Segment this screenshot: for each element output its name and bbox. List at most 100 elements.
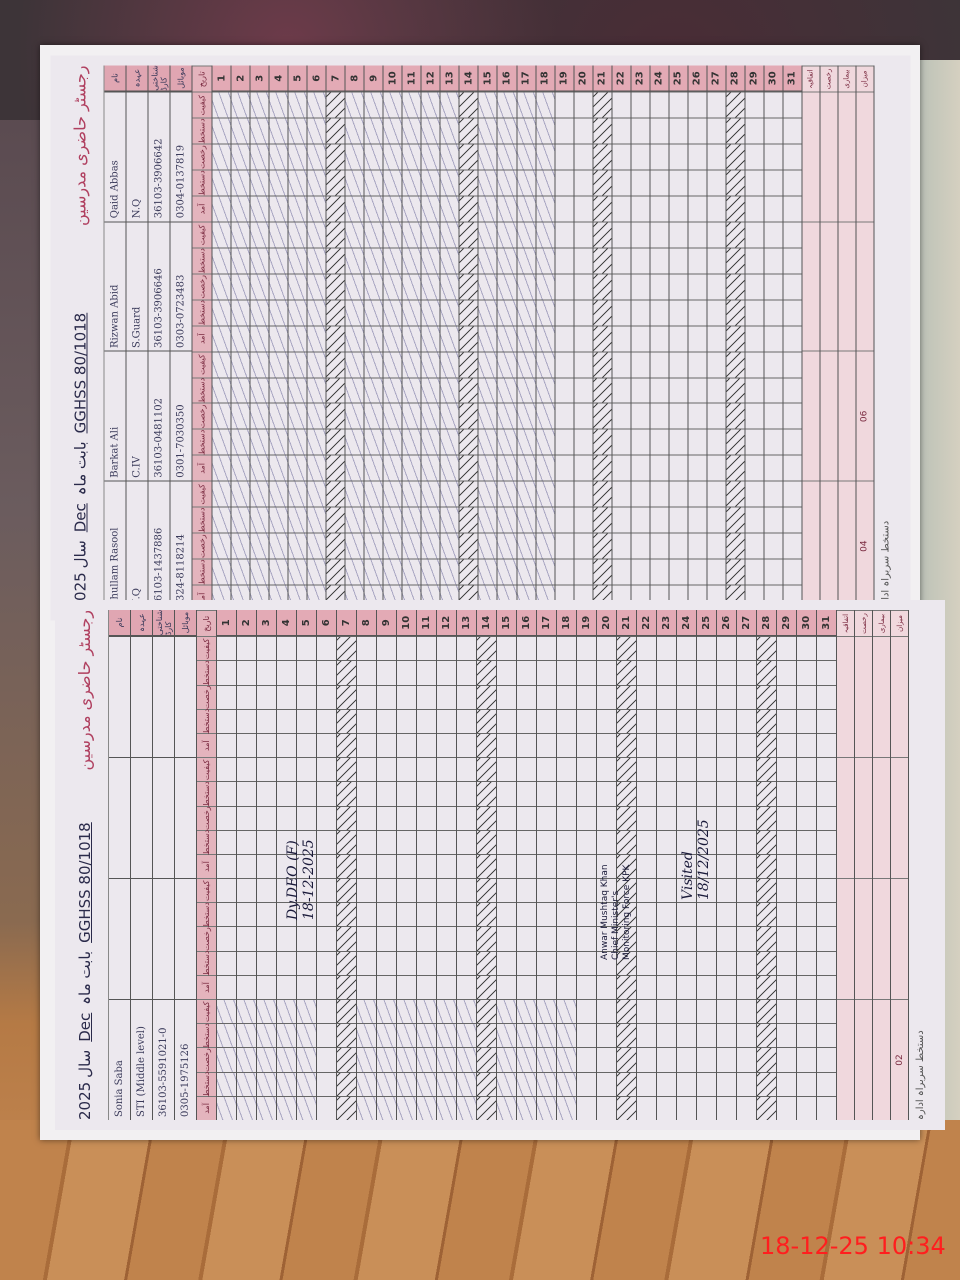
attendance-cell (797, 636, 816, 661)
attendance-cell (657, 926, 676, 951)
attendance-cell (617, 708, 636, 733)
attendance-cell (307, 169, 326, 196)
attendance-cell (697, 708, 716, 733)
attendance-cell (317, 684, 336, 709)
column-header: آمد (197, 974, 216, 1000)
attendance-cell (250, 480, 269, 507)
attendance-cell (437, 926, 456, 951)
day-number: 9 (364, 65, 383, 92)
day-row: 22 (611, 65, 631, 611)
attendance-cell (649, 325, 668, 352)
official-stamp: Anwar Mushtaq Khan Chief Minister's Moni… (600, 864, 633, 960)
attendance-cell (649, 428, 668, 455)
attendance-cell (402, 169, 421, 196)
attendance-cell (557, 950, 576, 975)
attendance-cell (777, 660, 796, 685)
attendance-cell (397, 926, 416, 951)
attendance-cell (597, 660, 616, 685)
attendance-cell (337, 1071, 356, 1096)
summary-row: رخصت (819, 65, 838, 611)
attendance-cell (421, 325, 440, 352)
attendance-cell (554, 377, 573, 403)
attendance-cell (437, 660, 456, 685)
day-row: 6 (307, 65, 327, 611)
attendance-cell (337, 974, 356, 1000)
attendance-cell (677, 1047, 696, 1072)
attendance-cell (611, 506, 630, 533)
day-number: 24 (649, 65, 668, 92)
attendance-cell (459, 558, 478, 585)
summary-cell (801, 221, 819, 351)
attendance-cell (478, 169, 497, 196)
attendance-cell (757, 926, 776, 951)
attendance-cell (337, 1095, 356, 1120)
column-header: کیفیت (192, 91, 211, 118)
attendance-cell (706, 247, 725, 274)
attendance-cell (421, 377, 440, 403)
attendance-cell (706, 403, 725, 429)
attendance-cell (592, 403, 611, 429)
column-header: دستخط (192, 506, 211, 533)
attendance-cell (212, 195, 231, 222)
attendance-cell (782, 273, 801, 300)
attendance-cell (687, 143, 706, 170)
attendance-cell (397, 999, 416, 1024)
attendance-cell (554, 299, 573, 326)
attendance-cell (288, 143, 307, 170)
attendance-cell (477, 974, 496, 1000)
attendance-cell (478, 351, 497, 378)
day-number: 16 (497, 65, 516, 92)
attendance-cell (383, 169, 402, 196)
attendance-cell (459, 169, 478, 196)
column-header: کیفیت (192, 480, 211, 507)
attendance-cell (657, 1095, 676, 1120)
day-number: 28 (725, 65, 744, 92)
attendance-cell (231, 532, 250, 559)
attendance-cell (577, 708, 596, 733)
attendance-cell (297, 1071, 316, 1096)
attendance-cell (797, 853, 816, 879)
attendance-cell (517, 829, 536, 854)
attendance-cell (457, 1047, 476, 1072)
day-row: 17 (516, 65, 536, 611)
attendance-cell (437, 757, 456, 782)
attendance-cell (478, 403, 497, 429)
attendance-cell (337, 781, 356, 806)
attendance-cell (345, 351, 364, 378)
attendance-cell (757, 1023, 776, 1048)
attendance-cell (757, 974, 776, 1000)
attendance-cell (668, 454, 687, 481)
attendance-cell (744, 428, 763, 455)
attendance-cell (687, 454, 706, 481)
day-number: 10 (397, 610, 416, 637)
day-row: 28 (725, 65, 745, 611)
attendance-cell (687, 506, 706, 533)
attendance-cell (217, 829, 236, 854)
teacher-phone: 0305-1975126 (175, 999, 196, 1120)
attendance-cell (763, 325, 782, 352)
attendance-cell (557, 902, 576, 927)
teacher-phone (175, 757, 196, 878)
attendance-cell (217, 708, 236, 733)
attendance-cell (417, 781, 436, 806)
attendance-cell (706, 377, 725, 403)
attendance-cell (459, 351, 478, 378)
attendance-cell (592, 480, 611, 507)
attendance-cell (757, 1047, 776, 1072)
attendance-cell (577, 757, 596, 782)
attendance-cell (668, 403, 687, 429)
day-number: 14 (459, 65, 478, 92)
attendance-cell (440, 325, 459, 352)
attendance-cell (557, 660, 576, 685)
attendance-cell (557, 1023, 576, 1048)
attendance-cell (345, 169, 364, 196)
attendance-cell (782, 143, 801, 170)
attendance-cell (417, 660, 436, 685)
attendance-cell (516, 247, 535, 274)
attendance-cell (257, 902, 276, 927)
attendance-cell (517, 757, 536, 782)
attendance-cell (797, 1023, 816, 1048)
attendance-cell (517, 1071, 536, 1096)
attendance-cell (459, 532, 478, 559)
attendance-cell (757, 805, 776, 830)
